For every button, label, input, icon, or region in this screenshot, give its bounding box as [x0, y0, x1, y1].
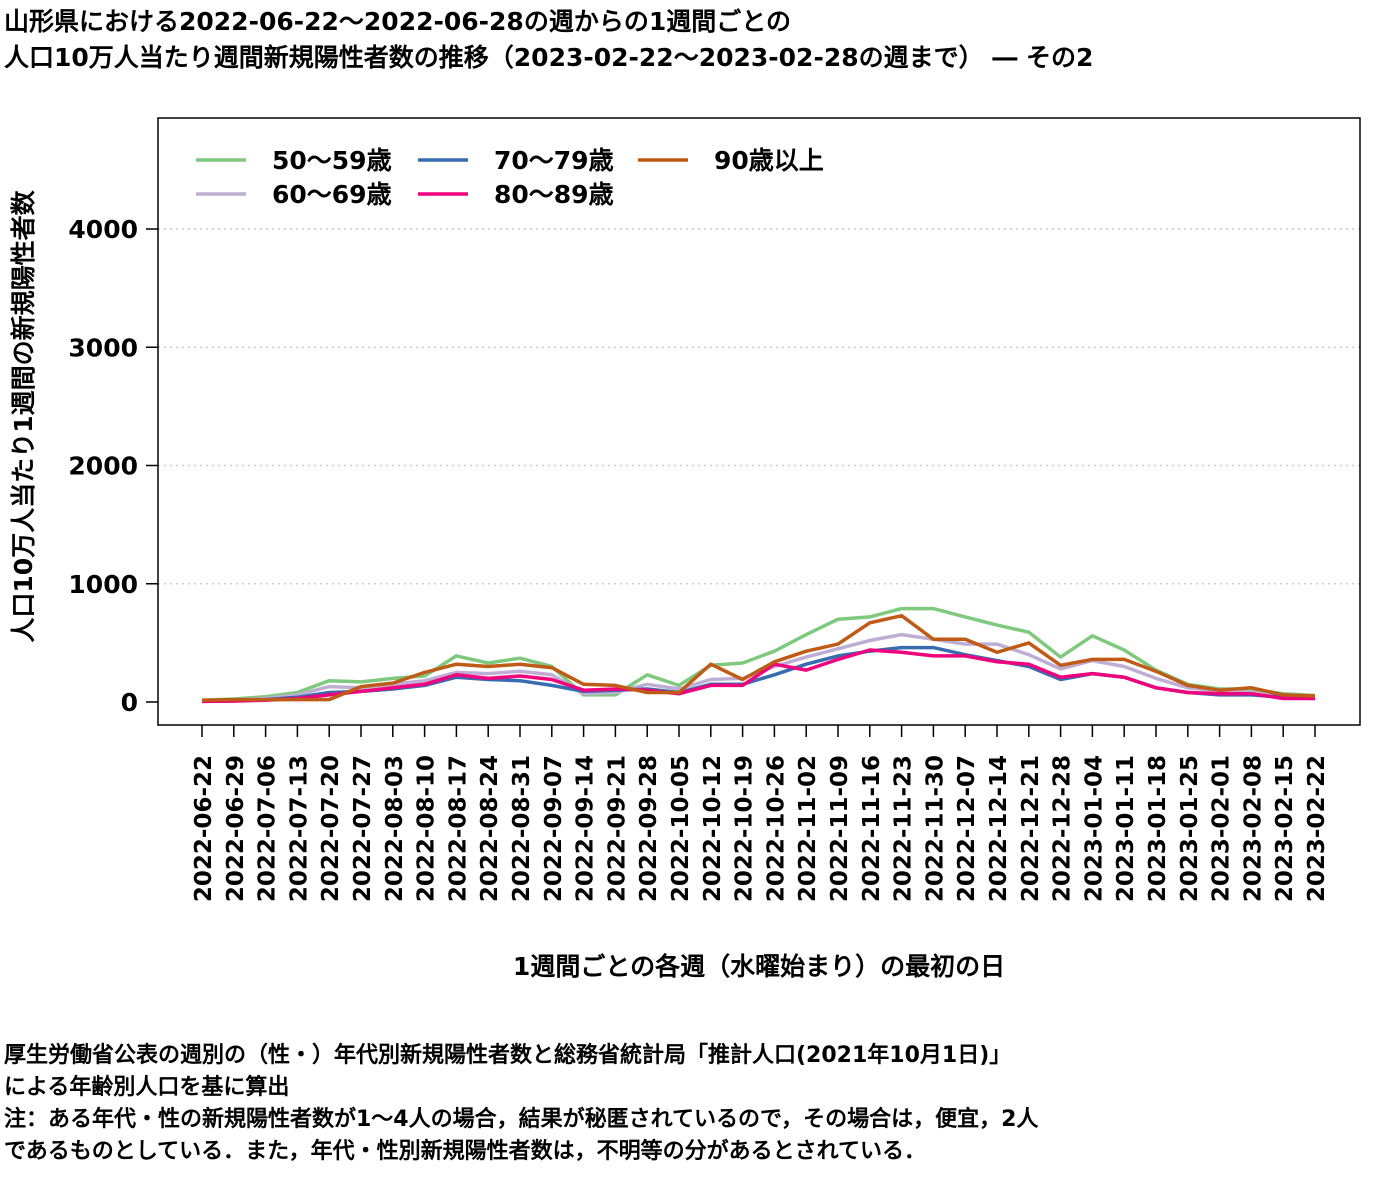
x-tick-label: 2023-02-15 [1272, 755, 1298, 902]
x-tick-label: 2022-10-05 [668, 755, 694, 902]
y-tick-label: 4000 [68, 215, 138, 244]
x-tick-label: 2023-01-25 [1177, 755, 1203, 902]
note-line-3: 注：ある年代・性の新規陽性者数が1～4人の場合，結果が秘匿されているので，その場… [4, 1107, 1039, 1132]
y-tick-label: 3000 [68, 333, 138, 362]
y-axis-label: 人口10万人当たり1週間の新規陽性者数 [9, 189, 38, 642]
chart-title: 山形県における2022-06-22～2022-06-28の週からの1週間ごとの … [4, 4, 1093, 76]
note-line-4: であるものとしている．また，年代・性別新規陽性者数は，不明等の分があるとされてい… [4, 1139, 927, 1164]
x-tick-label: 2022-06-29 [223, 755, 249, 902]
chart-title-line-1: 山形県における2022-06-22～2022-06-28の週からの1週間ごとの [4, 7, 791, 36]
x-tick-label: 2022-07-06 [255, 755, 281, 902]
legend-label: 60～69歳 [272, 180, 392, 209]
x-tick-label: 2022-08-10 [414, 755, 440, 902]
y-tick-label: 0 [121, 688, 138, 717]
x-tick-label: 2023-02-22 [1304, 755, 1330, 902]
x-tick-label: 2022-12-28 [1050, 755, 1076, 902]
series-line [201, 613, 1316, 702]
x-tick-label: 2022-08-17 [445, 755, 471, 902]
x-tick-label: 2022-07-13 [286, 755, 312, 902]
x-tick-label: 2023-01-18 [1145, 755, 1171, 902]
x-tick-label: 2022-11-02 [795, 755, 821, 902]
x-tick-label: 2022-08-31 [509, 755, 535, 902]
chart-title-line-2: 人口10万人当たり週間新規陽性者数の推移（2023-02-22～2023-02-… [4, 43, 1094, 72]
series-line [201, 606, 1316, 702]
note-line-1: 厚生労働省公表の週別の（性・）年代別新規陽性者数と総務省統計局「推計人口(202… [4, 1043, 1012, 1068]
x-tick-label: 2022-12-07 [954, 755, 980, 902]
series-line [201, 648, 1315, 704]
note-line-2: による年齢別人口を基に算出 [4, 1075, 290, 1100]
x-tick-label: 2022-11-16 [859, 755, 885, 902]
x-tick-label: 2022-12-21 [1018, 755, 1044, 902]
x-tick-label: 2022-10-26 [763, 755, 789, 902]
x-tick-label: 2022-10-12 [700, 755, 726, 902]
source-notes: 厚生労働省公表の週別の（性・）年代別新規陽性者数と総務省統計局「推計人口(202… [4, 1040, 1038, 1168]
x-tick-label: 2023-01-11 [1113, 755, 1139, 902]
x-tick-label: 2022-11-23 [891, 755, 917, 902]
legend-label: 70～79歳 [494, 146, 614, 175]
x-tick-label: 2023-02-01 [1209, 755, 1235, 902]
x-tick-label: 2022-11-30 [922, 755, 948, 902]
x-tick-label: 2022-09-21 [604, 755, 630, 902]
legend-label: 50～59歳 [272, 146, 392, 175]
legend-label: 90歳以上 [714, 146, 824, 175]
x-tick-label: 2022-08-03 [382, 755, 408, 902]
x-tick-label: 2023-02-08 [1240, 755, 1266, 902]
x-tick-label: 2022-06-22 [191, 755, 217, 902]
x-axis-label: 1週間ごとの各週（水曜始まり）の最初の日 [513, 952, 1005, 981]
x-tick-label: 2022-07-20 [318, 755, 344, 902]
y-tick-label: 1000 [68, 570, 138, 599]
x-tick-label: 2022-09-07 [541, 755, 567, 902]
x-tick-label: 2022-10-19 [732, 755, 758, 902]
plot-area [157, 117, 1361, 726]
x-tick-label: 2022-09-28 [636, 755, 662, 902]
x-tick-label: 2022-12-14 [986, 755, 1012, 902]
x-tick-label: 2022-11-09 [827, 755, 853, 902]
x-tick-label: 2022-09-14 [573, 755, 599, 902]
x-tick-label: 2022-07-27 [350, 755, 376, 902]
x-tick-label: 2023-01-04 [1081, 755, 1107, 902]
y-tick-label: 2000 [68, 452, 138, 481]
legend-label: 80～89歳 [494, 180, 614, 209]
x-tick-label: 2022-08-24 [477, 755, 503, 902]
